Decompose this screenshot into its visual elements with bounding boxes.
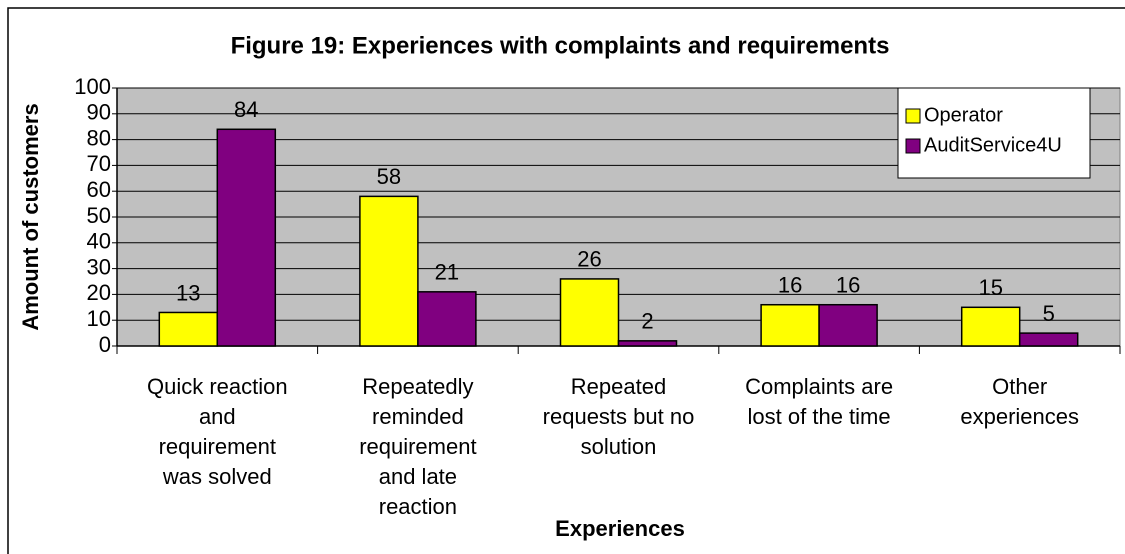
legend-label: AuditService4U <box>924 134 1062 156</box>
legend-label: Operator <box>924 104 1003 126</box>
y-tick-label: 20 <box>87 280 111 305</box>
chart-title: Figure 19: Experiences with complaints a… <box>231 32 890 59</box>
data-label: 5 <box>1043 301 1055 326</box>
data-label: 16 <box>778 273 802 298</box>
y-tick-label: 30 <box>87 254 111 279</box>
bar <box>760 303 820 347</box>
legend-swatch <box>905 108 921 124</box>
x-tick-label: Quick reaction and requirement was solve… <box>146 374 288 489</box>
bar <box>158 311 219 347</box>
data-label: 15 <box>978 275 1002 300</box>
data-label: 58 <box>377 164 401 189</box>
y-tick-label: 60 <box>87 177 111 202</box>
y-tick-label: 40 <box>87 229 111 254</box>
data-label: 21 <box>435 260 459 285</box>
bar <box>359 195 419 347</box>
y-tick-label: 80 <box>87 125 111 150</box>
x-tick-label: Repeatedly reminded requirement and late… <box>359 374 477 519</box>
y-tick-label: 100 <box>74 74 111 99</box>
x-axis-title: Experiences <box>555 516 685 541</box>
x-tick-label: Other experiences <box>960 374 1079 429</box>
legend-box <box>897 87 1091 179</box>
bar <box>1018 332 1079 347</box>
data-label: 26 <box>577 247 601 272</box>
bar <box>960 306 1021 347</box>
bar <box>818 303 878 347</box>
x-tick-label: Repeated requests but no solution <box>542 374 695 459</box>
bar <box>617 340 678 347</box>
data-label: 2 <box>641 309 653 334</box>
bar <box>417 291 477 347</box>
data-label: 84 <box>234 97 258 122</box>
y-tick-label: 70 <box>87 151 111 176</box>
data-label: 13 <box>176 280 200 305</box>
legend-swatch <box>905 138 921 154</box>
chart-frame <box>7 7 1125 554</box>
y-tick-label: 10 <box>87 306 111 331</box>
y-tick-label: 90 <box>87 100 111 125</box>
bar <box>216 128 277 347</box>
y-axis-title: Amount of customers <box>18 103 43 330</box>
bar <box>559 278 620 347</box>
y-tick-label: 50 <box>87 203 111 228</box>
x-tick-label: Complaints are lost of the time <box>745 374 894 429</box>
data-label: 16 <box>836 273 860 298</box>
y-tick-label: 0 <box>99 332 111 357</box>
